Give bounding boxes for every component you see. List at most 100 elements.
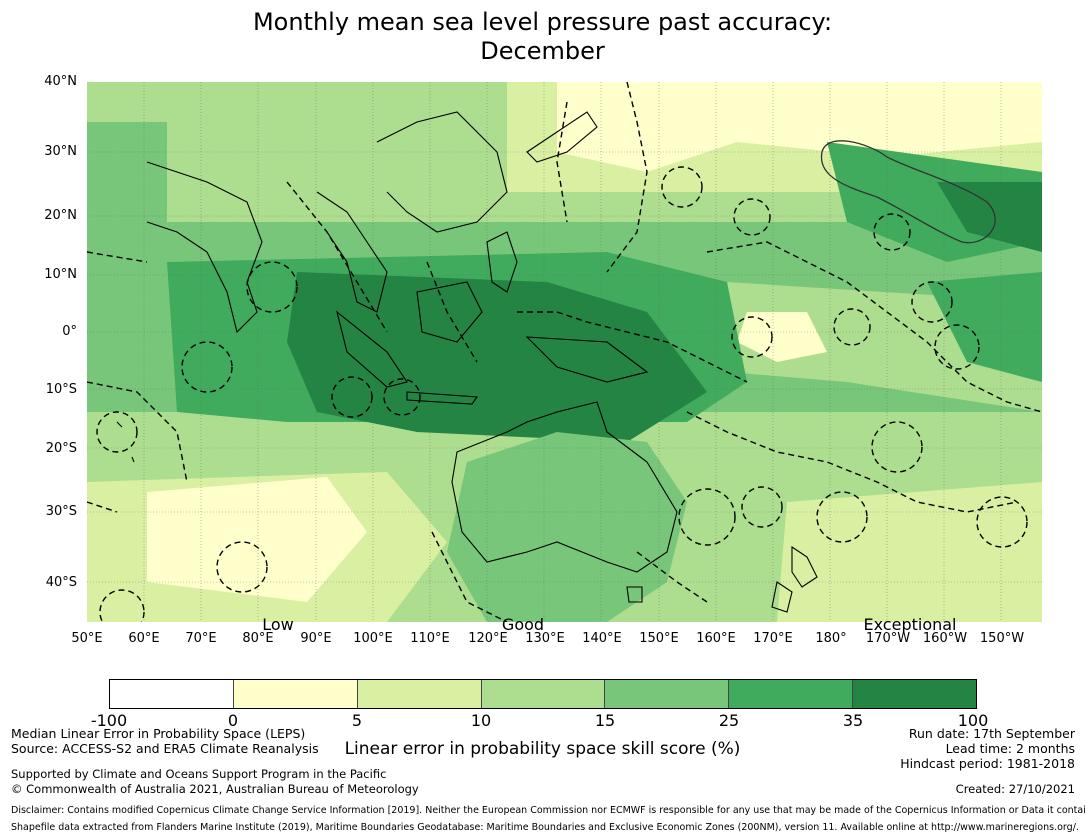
colorbar-tick: 25 [718,711,740,730]
eez-circle [216,541,268,593]
colorbar-tick: 35 [842,711,864,730]
eez-circle [678,488,736,546]
colorbar-tick: -100 [90,711,128,730]
eez-boundary [556,82,648,273]
eez-circle [741,486,783,528]
lat-label-40s: 40°S [45,575,77,590]
hindcast-period: Hindcast period: 1981-2018 [900,756,1075,771]
coastline-indian-ocean-islands [116,421,135,463]
lon-label-180: 180° [815,631,847,646]
lon-label-160e: 160°E [696,631,736,646]
field-australia [447,432,687,622]
lon-label-170w: 170°W [865,631,911,646]
skill-map-canvas [87,82,1042,622]
lat-label-20n: 20°N [44,208,77,223]
eez-circle [833,308,871,346]
lon-label-70e: 70°E [185,631,217,646]
eez-circle [99,589,145,622]
coastline-china [376,111,508,233]
colorbar-tick: 100 [957,711,989,730]
lon-label-60e: 60°E [128,631,160,646]
skill-label-good: Good [501,615,545,634]
lon-label-50e: 50°E [71,631,103,646]
colorbar-tick: 0 [227,711,239,730]
colorbar-segment [729,680,854,708]
colorbar-title: Linear error in probability space skill … [344,739,741,759]
lon-label-110e: 110°E [410,631,450,646]
graticule [87,82,1042,622]
colorbar-segment [357,680,482,708]
coastline-tasmania [626,586,643,603]
eez-circle [661,166,703,208]
field-south-pacific-pale [777,482,1042,622]
coastline-india [146,161,263,334]
eez-circle [871,421,923,473]
lat-label-10n: 10°N [44,267,77,282]
colorbar [109,679,977,709]
colorbar-segment [481,680,606,708]
eez-circle [911,281,953,323]
eez-circle [816,491,868,543]
lon-label-170e: 170°E [753,631,793,646]
coastline-new-zealand [771,545,818,613]
lon-label-140e: 140°E [582,631,622,646]
eez-circle [976,496,1028,548]
coastline-indochina [316,191,388,313]
field-dark-hawaii [937,182,1042,252]
lon-label-120e: 120°E [468,631,508,646]
lon-label-100e: 100°E [353,631,393,646]
lat-label-0: 0° [62,324,77,339]
copyright: © Commonwealth of Australia 2021, Austra… [11,782,419,796]
page-title: Monthly mean sea level pressure past acc… [0,8,1085,66]
lon-label-130e: 130°E [525,631,565,646]
colorbar-segment [605,680,730,708]
support-credit: Supported by Climate and Oceans Support … [11,767,387,781]
field-dark-maritime [287,272,707,442]
lon-label-150e: 150°E [639,631,679,646]
hawaii-outline [820,140,996,244]
eez-boundary [706,241,1042,413]
eez-circle [331,376,373,418]
colorbar-tick: 5 [351,711,363,730]
coastline-borneo [416,281,483,343]
colorbar-tick: 10 [470,711,492,730]
lat-label-20s: 20°S [45,441,77,456]
skill-label-low: Low [262,615,294,634]
field-south-west-palest [147,477,367,602]
field-dark-east-equator [927,272,1042,382]
eez-circle [731,316,773,358]
field-west-strip [87,122,167,322]
eez-circle [934,324,980,370]
lead-time: Lead time: 2 months [945,741,1075,756]
colorbar-segment [233,680,358,708]
eez-circle [873,213,911,251]
disclaimer: Disclaimer: Contains modified Copernicus… [11,805,1085,816]
eez-boundary [286,181,478,363]
field-equator-pale [737,312,827,362]
coastline-new-guinea [525,336,649,383]
shapefile-credit: Shapefile data extracted from Flanders M… [11,822,1079,833]
eez-circle [383,378,421,416]
coastline-australia [451,401,678,573]
coastlines [116,111,818,613]
eez-circle [733,198,771,236]
eez-boundary [431,531,708,622]
eez-boundary [87,251,188,513]
leps-description: Median Linear Error in Probability Space… [11,726,306,741]
coastline-japan [526,111,598,163]
coastline-java [406,391,479,405]
title-line-1: Monthly mean sea level pressure past acc… [252,8,833,36]
lat-label-30s: 30°S [45,504,77,519]
run-date: Run date: 17th September [908,726,1075,741]
lat-label-10s: 10°S [45,382,77,397]
lon-label-150w: 150°W [979,631,1025,646]
eez-boundary [686,411,1018,513]
lon-label-160w: 160°W [922,631,968,646]
coastline-philippines [486,231,518,293]
lon-label-90e: 90°E [300,631,332,646]
colorbar-tick: 15 [594,711,616,730]
lat-label-40n: 40°N [44,74,77,89]
field-north-pacific-palest [557,82,1042,172]
eez-boundary [517,311,748,383]
lat-label-30n: 30°N [44,144,77,159]
